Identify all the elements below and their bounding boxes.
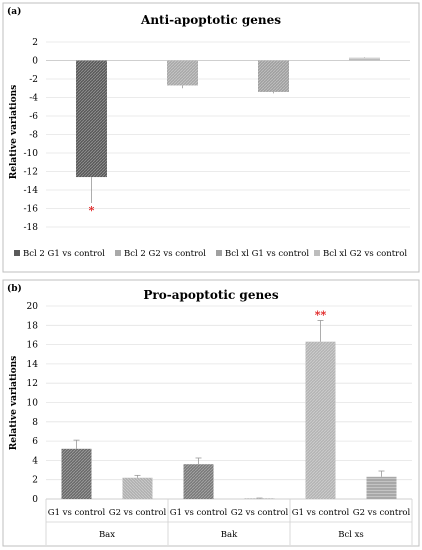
bar-texture [76, 60, 107, 178]
legend-swatch [14, 250, 20, 256]
panel-b-title: Pro-apoptotic genes [143, 288, 278, 302]
panel-b-bars: ** [61, 308, 397, 499]
significance-mark: * [89, 204, 95, 217]
y-tick-label: -4 [29, 94, 38, 104]
bar-texture [366, 476, 397, 499]
y-tick-label: 0 [32, 57, 38, 67]
legend-entry: Bcl xl G1 vs control [225, 249, 309, 259]
panel-a-legend: Bcl 2 G1 vs control Bcl 2 G2 vs control Bc… [14, 249, 407, 259]
bar-texture [122, 477, 153, 499]
panel-a-y-axis: 2 0 -2 -4 -6 -8 -10 -12 -14 -16 -18 [24, 38, 39, 233]
legend-swatch [115, 250, 121, 256]
y-tick-label: -12 [24, 168, 39, 178]
y-tick-label: -2 [29, 75, 38, 85]
panel-b-grid [46, 305, 412, 500]
x-category-label: G2 vs control [109, 508, 167, 518]
y-tick-label: 2 [32, 38, 38, 48]
x-group-label: Bax [99, 530, 115, 540]
y-tick-label: -14 [24, 186, 39, 196]
bar-texture [244, 498, 275, 499]
y-tick-label: 4 [32, 456, 38, 466]
panel-a-ylabel: Relative variations [9, 85, 19, 179]
panel-b-label: (b) [7, 283, 22, 294]
x-category-label: G1 vs control [48, 508, 106, 518]
x-group-label: Bcl xs [338, 530, 364, 540]
significance-mark: ** [315, 308, 327, 321]
y-tick-label: -8 [29, 131, 38, 141]
y-tick-label: 0 [32, 495, 38, 505]
y-tick-label: -16 [24, 205, 39, 215]
panel-a-title: Anti-apoptotic genes [140, 13, 281, 27]
y-tick-label: 14 [27, 360, 39, 370]
panel-b-x-axis: G1 vs control G2 vs control G1 vs control G… [45, 499, 413, 545]
y-tick-label: 8 [32, 418, 38, 428]
y-tick-label: 12 [27, 379, 38, 389]
legend-entry: Bcl 2 G2 vs control [124, 249, 206, 259]
panel-a-label: (a) [7, 6, 21, 17]
y-tick-label: 18 [27, 321, 39, 331]
panel-b-frame [2, 279, 420, 547]
bar-texture [258, 60, 289, 92]
x-group-label: Bak [221, 530, 238, 540]
legend-entry: Bcl 2 G1 vs control [23, 249, 105, 259]
x-category-label: G2 vs control [231, 508, 289, 518]
y-tick-label: 10 [27, 399, 39, 409]
legend-swatch [216, 250, 222, 256]
panel-a-bars: * [76, 57, 380, 217]
legend-entry: Bcl xl G2 vs control [323, 249, 407, 259]
y-tick-label: -18 [24, 223, 39, 233]
x-category-label: G1 vs control [292, 508, 350, 518]
legend-swatch [314, 250, 320, 256]
bar-texture [349, 57, 380, 61]
bar-texture [305, 341, 336, 499]
bar-texture [183, 464, 214, 499]
y-tick-label: 6 [32, 437, 38, 447]
y-tick-label: -10 [24, 149, 39, 159]
y-tick-label: 16 [27, 341, 39, 351]
panel-a-frame [2, 2, 420, 273]
y-tick-label: 20 [27, 302, 39, 312]
bar-texture [167, 60, 198, 86]
y-tick-label: 2 [32, 476, 38, 486]
panel-b-ylabel: Relative variations [9, 356, 19, 450]
x-category-label: G2 vs control [353, 508, 411, 518]
x-category-label: G1 vs control [170, 508, 228, 518]
bar-texture [61, 448, 92, 499]
y-tick-label: -6 [29, 112, 38, 122]
